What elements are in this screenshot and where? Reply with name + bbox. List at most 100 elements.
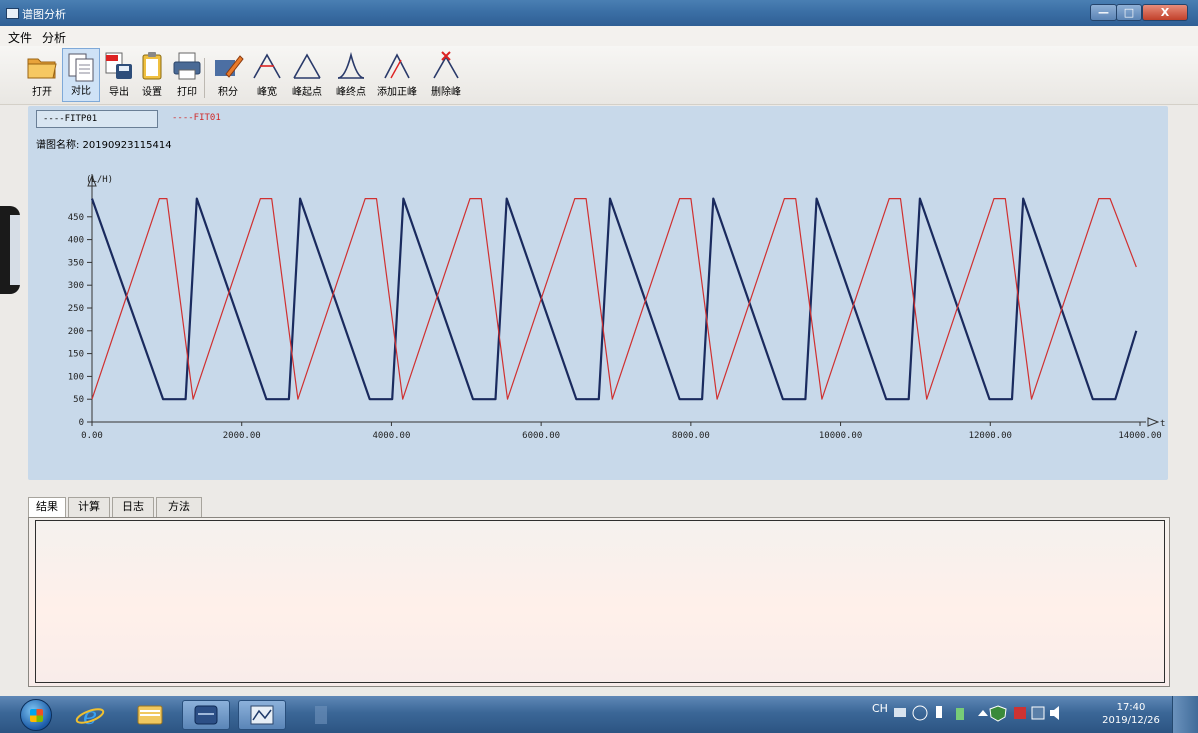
taskbar-app-3[interactable]: [298, 700, 346, 730]
document-compare-icon: [68, 53, 94, 82]
y-tick-label: 300: [68, 281, 84, 291]
close-button[interactable]: X: [1142, 4, 1188, 21]
spectrum-app-icon: [250, 705, 274, 725]
minimize-button[interactable]: —: [1090, 4, 1117, 21]
window-titlebar: 谱图分析: [0, 0, 1198, 26]
y-tick-label: 100: [68, 372, 84, 382]
spectrum-chart[interactable]: (L/H) t (m 0 50 100 150 200 250 300 350 400 450 0.00…: [28, 106, 1168, 480]
taskbar-app-2[interactable]: [238, 700, 286, 730]
toolbar: [0, 46, 1198, 105]
language-indicator[interactable]: CH: [872, 702, 888, 715]
system-tray-icons: [894, 705, 1059, 722]
peak-width-button[interactable]: 峰宽: [250, 48, 284, 102]
faded-app-icon: [315, 706, 327, 724]
flag-alert-icon: [1014, 707, 1026, 719]
y-tick-label: 450: [68, 213, 84, 223]
series-line-fitp01: [90, 197, 1138, 401]
tab-calculation[interactable]: 计算: [68, 497, 110, 517]
y-tick-label: 200: [68, 327, 84, 337]
y-tick-label: 0: [79, 418, 84, 428]
menu-file[interactable]: 文件: [8, 31, 33, 45]
peak-start-label: 峰起点: [292, 87, 322, 98]
legend-item-fit01[interactable]: ----FIT01: [172, 113, 221, 123]
windows-logo-icon: [30, 709, 43, 722]
taskbar-ie[interactable]: e: [66, 700, 114, 730]
delete-peak-label: 删除峰: [431, 87, 461, 98]
x-tick-label: 8000.00: [672, 431, 710, 441]
integrate-button[interactable]: 积分: [212, 48, 244, 102]
settings-button[interactable]: 设置: [136, 48, 168, 102]
folder-library-icon: [137, 705, 163, 725]
tab-log[interactable]: 日志: [112, 497, 154, 517]
folder-icon: [27, 58, 57, 79]
clock[interactable]: 17:40 2019/12/26: [1096, 701, 1166, 727]
peak-end-icon: [337, 51, 365, 79]
spectrum-name: 谱图名称: 20190923115414: [36, 140, 172, 151]
peak-end-label: 峰终点: [336, 87, 366, 98]
pdf-save-icon: [105, 52, 132, 79]
x-axis-label: t (m: [1160, 419, 1168, 429]
shield-icon: [989, 705, 1007, 722]
export-label: 导出: [109, 87, 129, 98]
menu-analysis[interactable]: 分析: [42, 31, 67, 45]
compare-button[interactable]: 对比: [62, 48, 100, 102]
peak-start-button[interactable]: 峰起点: [286, 48, 328, 102]
integrate-label: 积分: [218, 87, 238, 98]
y-tick-label: 250: [68, 304, 84, 314]
x-tick-label: 14000.00: [1118, 431, 1161, 441]
peak-end-button[interactable]: 峰终点: [330, 48, 372, 102]
app-icon: [6, 8, 19, 19]
y-tick-label: 400: [68, 236, 84, 246]
y-axis-arrow-icon: [87, 174, 97, 187]
peak-width-label: 峰宽: [257, 87, 277, 98]
taskbar-app-1[interactable]: [182, 700, 230, 730]
maximize-button[interactable]: □: [1116, 4, 1142, 21]
taskbar-explorer[interactable]: [126, 700, 174, 730]
window-title: 谱图分析: [22, 8, 66, 21]
print-label: 打印: [177, 87, 197, 98]
print-button[interactable]: 打印: [170, 48, 204, 102]
svg-text:e: e: [83, 702, 97, 730]
peak-start-icon: [293, 53, 321, 79]
y-tick-label: 150: [68, 350, 84, 360]
x-tick-label: 2000.00: [223, 431, 261, 441]
help-icon: [912, 705, 928, 721]
add-peak-label: 添加正峰: [377, 87, 417, 98]
show-desktop-button[interactable]: [1172, 696, 1198, 733]
tab-results[interactable]: 结果: [28, 497, 66, 518]
printer-icon: [173, 52, 201, 80]
y-tick-label: 350: [68, 258, 84, 268]
export-button[interactable]: 导出: [102, 48, 136, 102]
battery-icon: [956, 708, 964, 720]
x-tick-label: 4000.00: [372, 431, 410, 441]
x-tick-label: 12000.00: [969, 431, 1012, 441]
compare-label: 对比: [71, 86, 91, 97]
clock-date: 2019/12/26: [1102, 715, 1160, 726]
add-peak-button[interactable]: 添加正峰: [372, 48, 422, 102]
tab-method[interactable]: 方法: [156, 497, 202, 517]
open-label: 打开: [32, 87, 52, 98]
settings-label: 设置: [142, 87, 162, 98]
x-axis-arrow-icon: [1147, 417, 1160, 427]
series-line-fit01: [91, 197, 1137, 400]
results-panel: [28, 517, 1170, 687]
results-area[interactable]: [35, 520, 1165, 683]
delete-peak-icon: [433, 51, 459, 79]
y-axis-label: (L/H): [86, 175, 113, 185]
menu-bar: 文件 分析: [0, 26, 1198, 46]
x-tick-label: 6000.00: [522, 431, 560, 441]
legend-item-fitp01[interactable]: ----FITP01: [36, 110, 158, 128]
open-button[interactable]: 打开: [24, 48, 60, 102]
side-panel-handle-inner: [10, 215, 20, 285]
app-window-icon: [194, 705, 218, 725]
power-icon: [936, 706, 942, 718]
keyboard-icon: [894, 708, 906, 717]
toolbar-separator: [204, 58, 205, 98]
x-tick-label: 0.00: [81, 431, 103, 441]
delete-peak-button[interactable]: 删除峰: [424, 48, 468, 102]
internet-explorer-icon: e: [75, 702, 105, 730]
start-button[interactable]: [20, 699, 52, 731]
integrate-icon: [215, 55, 244, 78]
clock-time: 17:40: [1116, 702, 1146, 713]
y-tick-label: 50: [73, 395, 84, 405]
